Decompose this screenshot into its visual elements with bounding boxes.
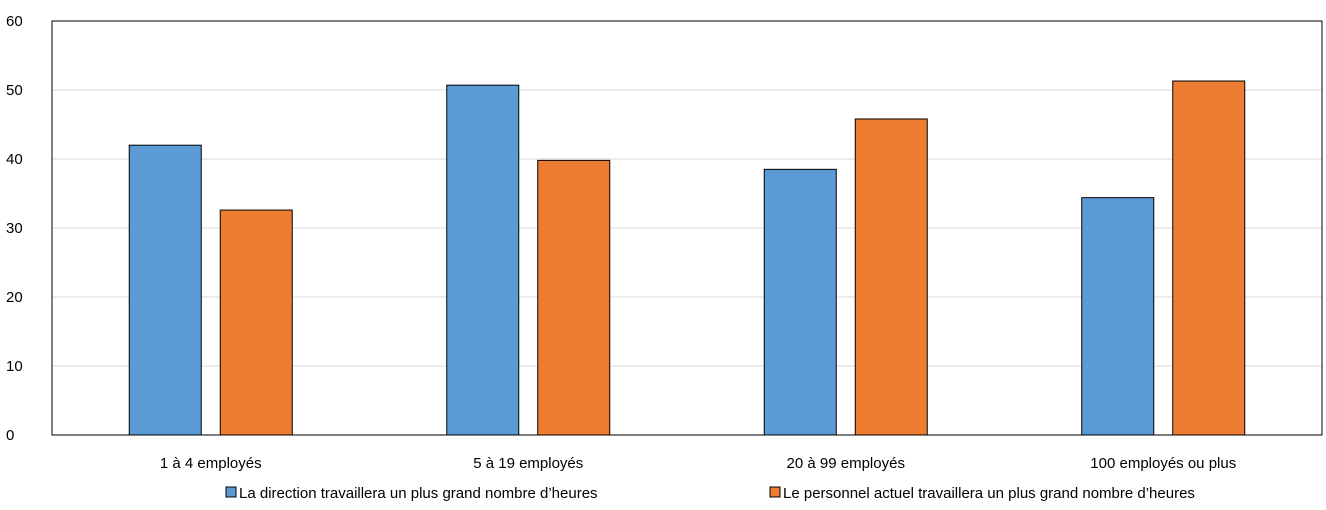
x-tick-label: 20 à 99 employés <box>787 455 905 472</box>
bar-series-2 <box>219 209 293 436</box>
bar-series-1 <box>128 144 202 436</box>
legend-swatch <box>769 486 781 498</box>
legend-label: Le personnel actuel travaillera un plus … <box>783 485 1195 502</box>
bar-series-2 <box>537 159 611 436</box>
x-tick-label: 5 à 19 employés <box>473 455 583 472</box>
y-tick-label: 60 <box>6 13 23 30</box>
x-tick-label: 1 à 4 employés <box>160 455 262 472</box>
plot-frame <box>51 20 1323 436</box>
bar-series-2 <box>1172 80 1246 436</box>
bars <box>128 80 1246 436</box>
bar-series-1 <box>763 168 837 436</box>
x-axis-tick-labels: 1 à 4 employés 5 à 19 employés 20 à 99 emp… <box>160 455 1236 472</box>
bar-series-1 <box>446 84 520 436</box>
legend: La direction travaillera un plus grand n… <box>225 485 1195 502</box>
x-tick-label: 100 employés ou plus <box>1090 455 1236 472</box>
y-tick-label: 0 <box>6 427 14 444</box>
bar-series-2 <box>854 118 928 436</box>
legend-label: La direction travaillera un plus grand n… <box>239 485 598 502</box>
y-tick-label: 20 <box>6 289 23 306</box>
y-tick-label: 40 <box>6 151 23 168</box>
bar-series-1 <box>1081 197 1155 436</box>
y-tick-label: 10 <box>6 358 23 375</box>
y-tick-label: 50 <box>6 82 23 99</box>
legend-swatch <box>225 486 237 498</box>
y-axis-tick-labels: 0 10 20 30 40 50 60 <box>6 13 23 444</box>
y-tick-label: 30 <box>6 220 23 237</box>
